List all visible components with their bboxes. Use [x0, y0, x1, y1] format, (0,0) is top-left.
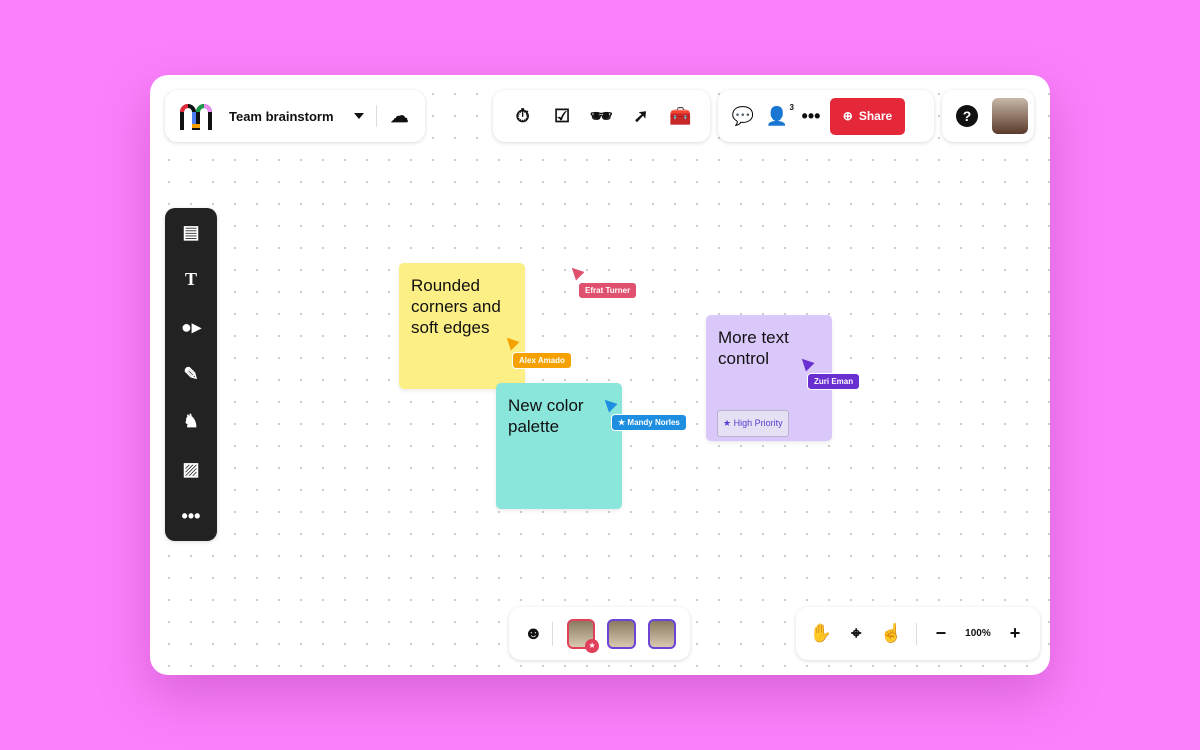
shapes-icon[interactable]: ●▸: [181, 316, 201, 337]
priority-badge[interactable]: ★ High Priority: [717, 410, 789, 437]
text-icon[interactable]: T: [184, 269, 197, 290]
sticky-note[interactable]: Rounded corners and soft edges: [399, 263, 525, 389]
divider: [915, 622, 917, 645]
llama-icon[interactable]: ♞: [182, 411, 200, 432]
cursor-label: Efrat Turner: [578, 282, 638, 299]
chevron-down-icon[interactable]: [353, 113, 364, 119]
pencil-icon[interactable]: ✎: [183, 364, 199, 384]
cursor-click-icon[interactable]: ➚: [633, 105, 649, 126]
cloud-check-icon[interactable]: ☁: [390, 105, 409, 126]
zoom-out-button[interactable]: −: [935, 623, 947, 643]
whiteboard-canvas[interactable]: [150, 75, 1050, 675]
sticky-note[interactable]: New color palette: [496, 383, 622, 509]
navigation-bar: ✋ ⌖ ☝ − 100% +: [796, 607, 1040, 660]
tools-bar: ⏱ ☑ 🕶 ➚ 🧰: [493, 90, 710, 142]
help-bar: ?: [942, 90, 1034, 142]
users-icon[interactable]: 👤 3: [765, 103, 794, 126]
left-toolbar: ▤ T ●▸ ✎ ♞ ▨ •••: [165, 208, 217, 541]
touch-icon[interactable]: ☝: [880, 623, 903, 643]
sticky-note-icon[interactable]: ▤: [182, 221, 200, 242]
toolbox-icon[interactable]: 🧰: [669, 105, 692, 126]
emoji-icon[interactable]: ☻: [523, 623, 543, 643]
participant-avatar[interactable]: [607, 618, 636, 649]
zoom-level: 100%: [965, 628, 991, 639]
collab-bar: 💬 👤 3 ••• ⊕ Share: [718, 90, 934, 142]
cursor-label: ★ Mandy Norles: [611, 414, 687, 431]
timer-icon[interactable]: ⏱: [515, 105, 530, 126]
more-icon[interactable]: •••: [181, 506, 201, 527]
divider: [375, 105, 377, 127]
incognito-icon[interactable]: 🕶: [590, 105, 613, 126]
star-badge-icon: ★: [585, 638, 600, 653]
zoom-in-button[interactable]: +: [1009, 623, 1021, 643]
board-title[interactable]: Team brainstorm: [229, 108, 334, 124]
image-icon[interactable]: ▨: [182, 458, 200, 479]
app-logo-icon: [180, 104, 212, 130]
hand-icon[interactable]: ✋: [809, 623, 833, 643]
comment-icon[interactable]: 💬: [731, 105, 755, 126]
more-icon[interactable]: •••: [801, 105, 821, 126]
divider: [551, 621, 553, 646]
participant-avatar[interactable]: ★: [566, 618, 600, 653]
board-header: Team brainstorm ☁: [165, 90, 425, 142]
cursor-label: Zuri Eman: [807, 373, 861, 390]
add-user-icon: ⊕: [842, 109, 853, 123]
share-button[interactable]: ⊕ Share: [830, 97, 905, 135]
map-pin-icon[interactable]: ⌖: [851, 623, 862, 643]
participant-avatar[interactable]: [647, 618, 676, 649]
help-icon[interactable]: ?: [956, 105, 978, 127]
participants-bar: ☻ ★: [509, 607, 690, 660]
user-avatar[interactable]: [992, 98, 1028, 134]
users-count: 3: [789, 103, 794, 112]
cursor-label: Alex Amado: [512, 352, 572, 369]
checkbox-icon[interactable]: ☑: [554, 105, 571, 126]
